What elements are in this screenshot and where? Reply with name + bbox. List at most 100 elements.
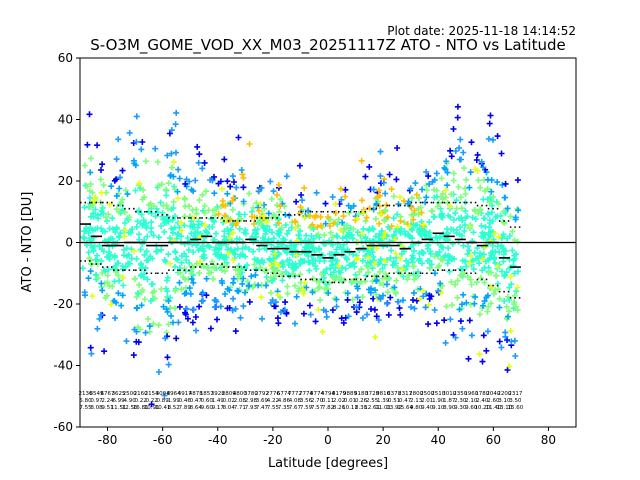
bin-rms: 16.81 [133,405,149,411]
x-tick-label: 40 [431,433,446,447]
y-tick-label: 0 [65,236,73,250]
scatter-points [215,141,427,231]
bin-rms: 7.93 [245,405,258,411]
scatter-layer [80,103,522,408]
bin-std: 2.13 [410,398,423,404]
x-axis-label: Latitude [degrees] [268,456,388,471]
bin-count: 4878 [189,391,203,397]
bin-count: 2350 [453,391,467,397]
bin-std: 1.39 [377,398,390,404]
bin-rms: 9.60 [201,405,214,411]
x-axis: -80 -60 -40 -20 0 20 40 60 80 [98,427,556,447]
bin-std: 4.90 [123,398,136,404]
bin-rms: 10.11 [342,405,358,411]
scatter-points [81,155,521,336]
bin-rms: 7.57 [311,405,324,411]
bin-std: 1.99 [168,398,181,404]
bin-count: 2160 [134,391,148,397]
plot-date: Plot date: 2025-11-18 14:14:52 [387,24,576,38]
bin-rms: 7.89 [179,405,192,411]
bin-rms: 9.17 [212,405,225,411]
y-axis-label: ATO - NTO [DU] [20,192,35,293]
bin-std: 2.10 [465,398,478,404]
bin-count: 2317 [508,391,522,397]
bin-rms: 7.55 [79,405,92,411]
bin-std: 0.97 [90,398,103,404]
bin-std: 2.24 [101,398,114,404]
bin-std: 3.10 [498,398,511,404]
bin-rms: 7.71 [234,405,246,411]
bin-std: 2.02 [333,398,345,404]
bin-count: 2317 [398,391,412,397]
y-tick-label: 40 [58,113,73,127]
bin-count: 3928 [211,391,225,397]
bin-rms: 7.47 [256,405,269,411]
bin-rms: 9.40 [421,405,434,411]
bin-count: 3004 [156,391,170,397]
x-tick-label: 60 [486,433,501,447]
bin-count: 2500 [420,391,434,397]
bin-std: 2.40 [476,398,489,404]
x-tick-label: -80 [98,433,118,447]
bin-count: 8964 [167,391,181,397]
bin-annotations: 21365.807.5585490.978.0867672.249.513625… [79,391,524,411]
bin-rms: 7.59 [300,405,313,411]
bin-std: 2.98 [245,398,258,404]
bin-std: 4.08 [289,398,302,404]
bin-rms: 8.52 [168,405,180,411]
bin-count: 4917 [178,391,192,397]
bin-std: 0.51 [388,398,400,404]
y-tick-label: 20 [58,174,73,188]
bin-rms: 8.38 [355,405,368,411]
bin-std: 0.47 [399,398,412,404]
bin-count: 7774 [299,391,313,397]
bin-count: 3010 [442,391,456,397]
bin-rms: 10.20 [474,405,490,411]
bin-rms: 9.51 [101,405,113,411]
bin-count: 1960 [464,391,478,397]
y-tick-label: -40 [53,359,73,373]
chart-title: S-O3M_GOME_VOD_XX_M03_20251117Z ATO - NT… [90,36,566,55]
y-tick-label: -60 [53,420,73,434]
bin-std: 6.99 [112,398,125,404]
bin-std: 4.22 [267,398,279,404]
y-tick-label: 60 [58,51,73,65]
bin-std: 0.22 [134,398,146,404]
bin-count: 4800 [233,391,247,397]
bin-rms: 11.01 [375,405,391,411]
bin-std: 4.86 [278,398,291,404]
bin-rms: 8.04 [223,405,236,411]
bin-rms: 15.64 [397,405,413,411]
bin-std: 2.08 [234,398,247,404]
bin-count: 6767 [101,391,115,397]
bin-count: 2800 [409,391,423,397]
bin-std: 0.11 [322,398,334,404]
bin-rms: 8.64 [190,405,203,411]
bin-std: 0.89 [157,398,170,404]
y-tick-label: -20 [53,297,73,311]
bin-rms: 11.40 [485,405,501,411]
bin-rms: 7.82 [322,405,334,411]
bin-rms: 9.60 [465,405,478,411]
bin-count: 9810 [376,391,390,397]
bin-rms: 12.61 [364,405,380,411]
bin-count: 8774 [310,391,324,397]
bin-count: 2510 [431,391,445,397]
x-tick-label: -60 [153,433,173,447]
x-tick-label: 0 [324,433,332,447]
bin-std: 2.70 [311,398,324,404]
bin-count: 2136 [79,391,93,397]
bin-rms: 12.56 [122,405,138,411]
bin-rms: 8.90 [443,405,456,411]
bin-count: 2154 [145,391,159,397]
bin-rms: 7.55 [267,405,280,411]
bin-rms: 11.51 [111,405,127,411]
bin-std: 3.69 [256,398,269,404]
bin-rms: 15.60 [508,405,524,411]
bin-count: 1857 [200,391,214,397]
bin-std: 5.80 [79,398,92,404]
x-tick-label: -20 [263,433,283,447]
bin-count: 4794 [321,391,335,397]
bin-rms: 9.80 [410,405,423,411]
bin-rms: 8.26 [333,405,346,411]
